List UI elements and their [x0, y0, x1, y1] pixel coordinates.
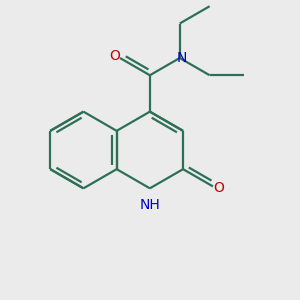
Text: O: O — [214, 181, 224, 195]
Text: NH: NH — [140, 198, 160, 212]
Text: O: O — [110, 49, 120, 63]
Text: N: N — [176, 51, 187, 65]
